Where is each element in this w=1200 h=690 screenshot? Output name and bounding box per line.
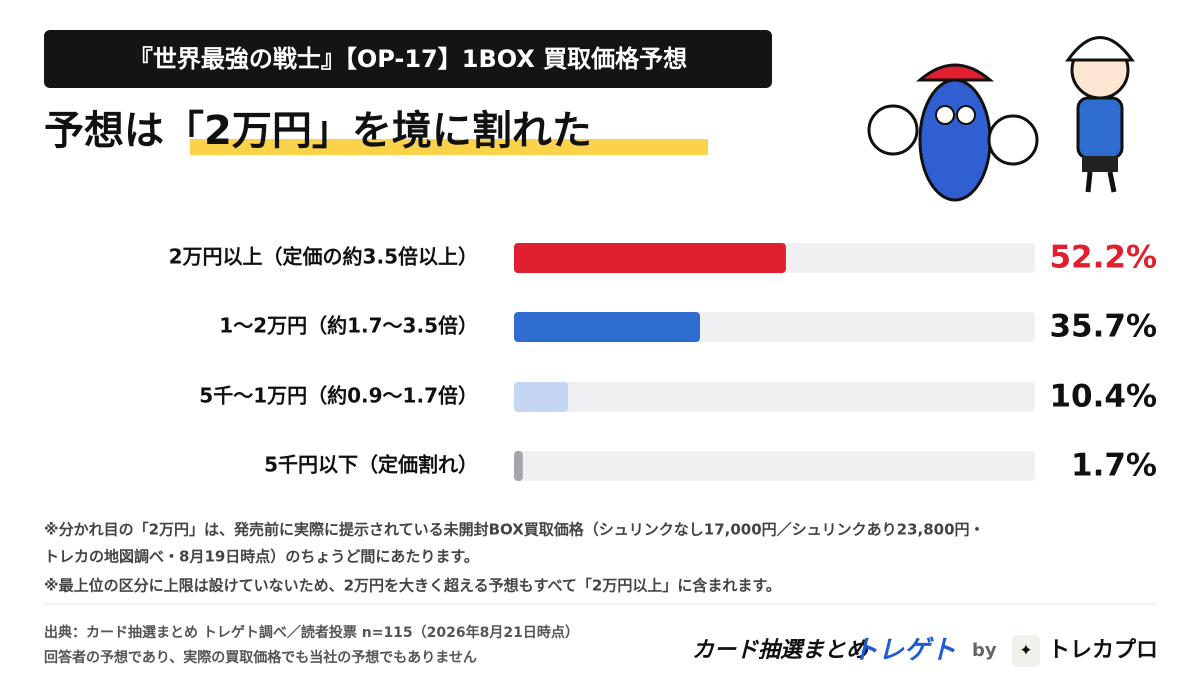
source: 回答者の予想であり、実際の買取価格でも当社の予想でもありません [44,649,477,666]
category-label: 2万円以上（定価の約3.5倍以上） [169,245,478,269]
brand-partner: トレカプロ [1048,638,1158,663]
value-label: 52.2% [1049,240,1157,276]
bar [514,312,700,342]
headline: 予想は「2万円」を境に割れた [44,108,592,154]
category-label: 5千〜1万円（約0.9〜1.7倍） [199,384,478,408]
chart-title: 『世界最強の戦士』【OP-17】1BOX 買取価格予想 [129,45,687,73]
mascot-blue [867,63,1039,202]
bar-track [514,382,1035,412]
title-banner [44,30,772,88]
category-label: 1〜2万円（約1.7〜3.5倍） [219,314,478,338]
note: ※最上位の区分に上限は設けていないため、2万円を大きく超える予想もすべて「2万円… [44,577,781,595]
bar [514,451,523,481]
value-label: 1.7% [1071,448,1157,484]
source: 出典：カード抽選まとめ トレゲト調べ／読者投票 n=115（2026年8月21日… [44,624,579,641]
note: トレカの地図調べ・8月19日時点）のちょうど間にあたります。 [44,548,479,566]
brand-name: カード抽選まとめ [692,638,869,663]
partner-icon: ✦ [1019,641,1032,660]
bar [514,382,569,412]
bar [514,243,786,273]
partner-logo [1012,635,1040,667]
brand-by: by [972,640,997,661]
brand-accent: トレゲト [852,636,956,666]
value-label: 10.4% [1049,379,1157,415]
category-label: 5千円以下（定価割れ） [264,453,478,477]
highlight [190,139,708,155]
mascot-girl [1065,36,1135,193]
value-label: 35.7% [1049,309,1157,345]
bar-track [514,451,1035,481]
note: ※分かれ目の「2万円」は、発売前に実際に提示されている未開封BOX買取価格（シュ… [44,521,985,539]
